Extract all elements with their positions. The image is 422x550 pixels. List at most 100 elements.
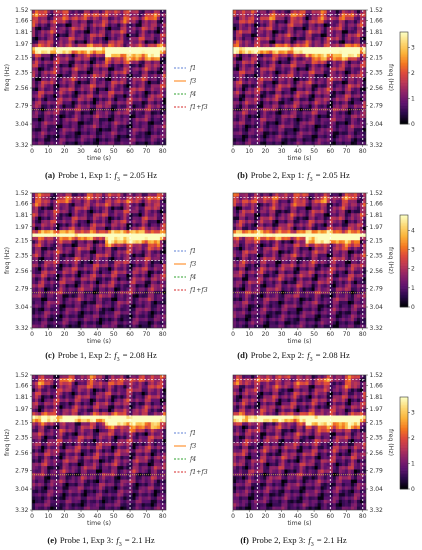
heatmap-cell: [129, 121, 133, 126]
heatmap-cell: [308, 128, 312, 132]
heatmap-cell: [108, 128, 112, 132]
heatmap-cell: [266, 91, 270, 95]
heatmap-cell: [68, 243, 72, 248]
heatmap-cell: [126, 70, 130, 75]
heatmap-cell: [150, 16, 155, 21]
heatmap-cell: [59, 263, 63, 268]
heatmap-cell: [68, 80, 72, 85]
heatmap-cell: [350, 141, 355, 145]
heatmap-cell: [95, 111, 100, 116]
heatmap-cell: [141, 193, 146, 197]
heatmap-cell: [242, 23, 246, 28]
heatmap-cell: [65, 250, 69, 255]
heatmap-cell: [56, 91, 60, 95]
heatmap-cell: [126, 16, 130, 21]
heatmap-cell: [47, 280, 51, 285]
heatmap-cell: [269, 84, 273, 89]
heatmap-cell: [341, 47, 346, 51]
heatmap-cell: [132, 216, 136, 221]
heatmap-cell: [77, 70, 82, 75]
heatmap-cell: [44, 121, 48, 126]
heatmap-cell: [138, 121, 143, 126]
heatmap-cell: [99, 47, 103, 51]
heatmap-cell: [278, 94, 282, 99]
heatmap-cell: [302, 141, 306, 145]
heatmap-cell: [356, 101, 361, 105]
heatmap-cell: [242, 124, 246, 129]
heatmap-cell: [287, 128, 291, 132]
heatmap-cell: [62, 70, 66, 75]
heatmap-cell: [53, 77, 57, 82]
legend-label: f1: [189, 65, 196, 72]
heatmap-cell: [41, 250, 45, 255]
heatmap-cell: [263, 94, 267, 99]
heatmap-cell: [126, 270, 130, 275]
heatmap-cell: [269, 60, 273, 65]
heatmap-cell: [86, 236, 91, 241]
heatmap-cell: [59, 13, 63, 18]
heatmap-cell: [350, 128, 355, 132]
heatmap-cell: [117, 203, 121, 207]
heatmap-cell: [32, 270, 36, 275]
heatmap-cell: [147, 47, 152, 51]
heatmap-cell: [68, 226, 72, 231]
heatmap-cell: [80, 30, 85, 35]
heatmap-cell: [144, 141, 149, 145]
heatmap-cell: [111, 280, 115, 285]
heatmap-cell: [138, 50, 143, 55]
heatmap-cell: [236, 101, 240, 105]
heatmap-cell: [156, 260, 161, 265]
heatmap-cell: [239, 94, 243, 99]
heatmap-cell: [296, 64, 300, 68]
heatmap-cell: [47, 131, 51, 136]
heatmap-cell: [135, 10, 139, 14]
heatmap-cell: [56, 43, 60, 48]
heatmap-cell: [341, 50, 346, 55]
heatmap-cell: [92, 70, 97, 75]
colorbar-cell: [400, 79, 408, 82]
heatmap-cell: [71, 114, 76, 119]
heatmap-cell: [156, 236, 161, 241]
heatmap-cell: [56, 74, 60, 78]
heatmap-cell: [83, 37, 88, 41]
heatmap-cell: [341, 23, 346, 28]
heatmap-cell: [68, 240, 72, 245]
heatmap-cell: [99, 16, 103, 21]
heatmap-cell: [56, 104, 60, 109]
heatmap-cell: [308, 118, 312, 122]
heatmap-cell: [341, 141, 346, 145]
heatmap-cell: [80, 263, 85, 268]
heatmap-cell: [335, 47, 340, 51]
heatmap-cell: [293, 138, 297, 143]
heatmap-cell: [245, 47, 249, 51]
heatmap-cell: [275, 138, 279, 143]
heatmap-cell: [83, 277, 88, 282]
heatmap-cell: [278, 80, 282, 85]
heatmap-cell: [38, 193, 42, 197]
heatmap-cell: [74, 67, 79, 72]
heatmap-cell: [92, 84, 97, 89]
heatmap-cell: [111, 57, 115, 62]
heatmap-cell: [263, 138, 267, 143]
heatmap-cell: [102, 20, 106, 24]
heatmap-cell: [266, 87, 270, 92]
heatmap-cell: [350, 104, 355, 109]
heatmap-cell: [56, 33, 60, 38]
heatmap-cell: [153, 40, 158, 45]
heatmap-cell: [159, 236, 164, 241]
heatmap-cell: [156, 253, 161, 258]
heatmap-cell: [257, 97, 261, 102]
heatmap-cell: [153, 230, 158, 234]
heatmap-cell: [62, 104, 66, 109]
heatmap-cell: [108, 87, 112, 92]
heatmap-cell: [326, 94, 331, 99]
heatmap-cell: [83, 230, 88, 234]
heatmap-cell: [99, 216, 103, 221]
heatmap-cell: [147, 74, 152, 78]
heatmap-cell: [74, 247, 79, 251]
heatmap-cell: [305, 80, 309, 85]
heatmap-cell: [83, 260, 88, 265]
heatmap-cell: [329, 16, 334, 21]
heatmap-cell: [323, 87, 328, 92]
